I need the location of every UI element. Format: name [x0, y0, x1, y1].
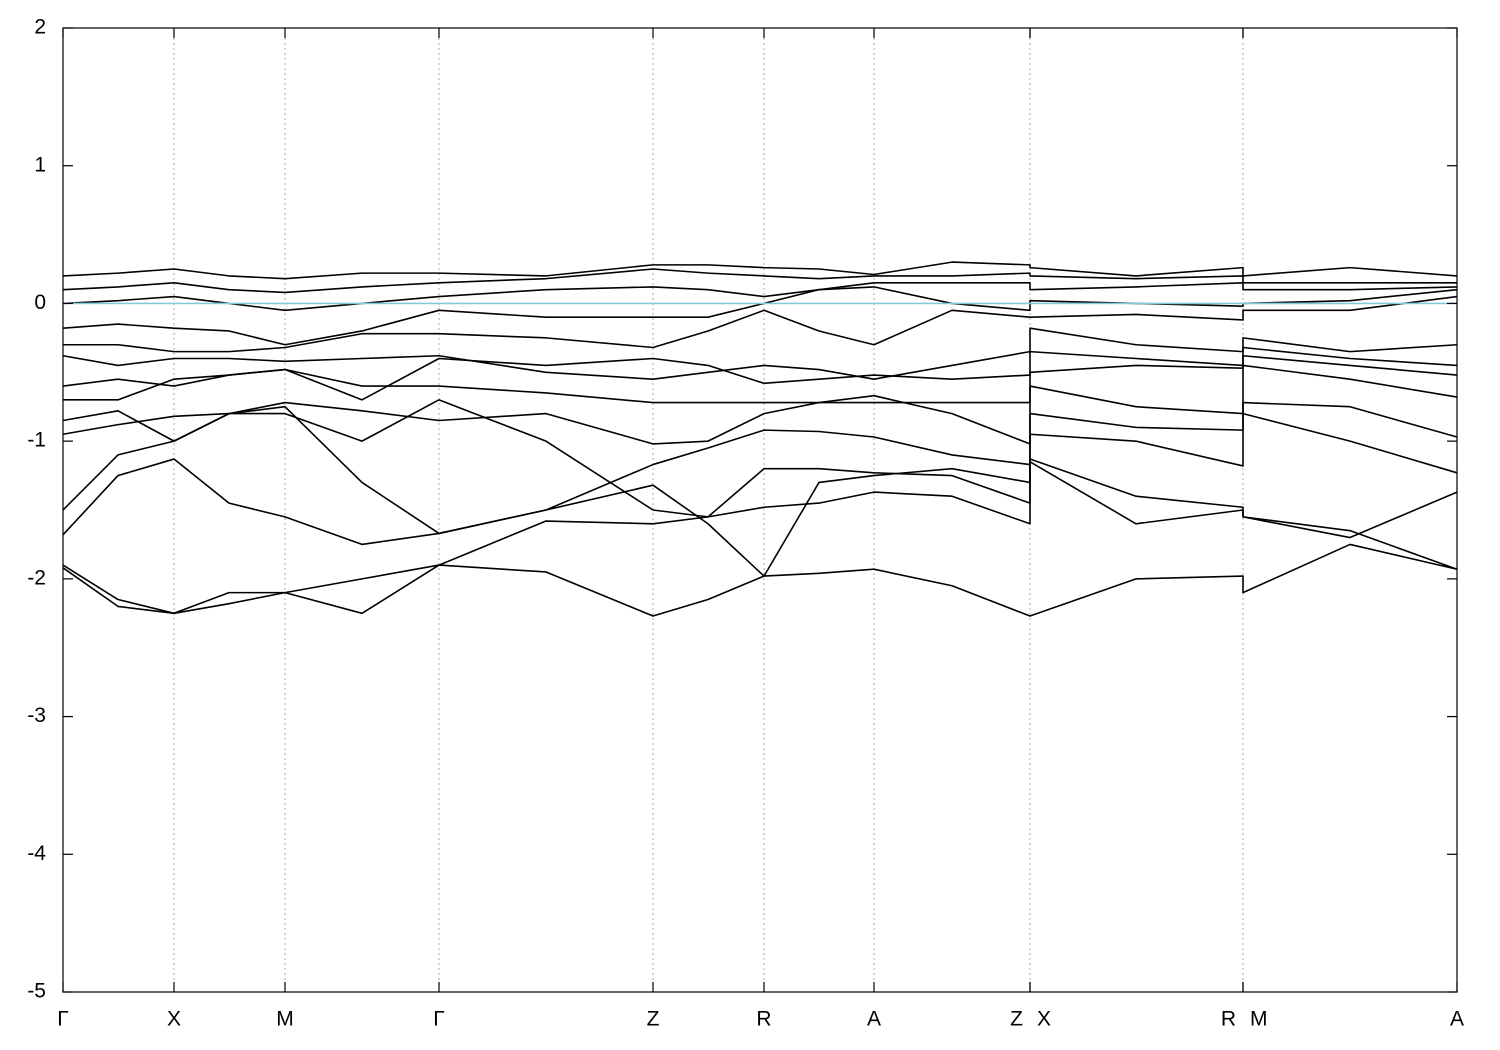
band-line [62, 268, 1457, 294]
band-line [62, 399, 1458, 518]
y-tick-label: 0 [34, 291, 46, 314]
x-tick-label: M [1250, 1008, 1268, 1031]
y-tick-label: -4 [27, 842, 46, 865]
x-tick-label: Z [1010, 1008, 1023, 1031]
y-tick-label: 2 [34, 16, 46, 39]
band-line [62, 543, 1458, 617]
x-tick-label: M [276, 1008, 294, 1031]
x-tick-label: A [1450, 1008, 1464, 1031]
band-line [62, 346, 1458, 401]
x-tick-label: Γ [57, 1008, 69, 1031]
band-line [62, 458, 1458, 615]
x-tick-label: R [1221, 1008, 1236, 1031]
band-line [62, 364, 1458, 445]
band-line [62, 281, 1458, 312]
y-tick-label: 1 [34, 153, 46, 176]
band-line [62, 405, 1458, 577]
band-line [62, 429, 1458, 570]
x-tick-label: R [756, 1008, 771, 1031]
y-tick-label: -1 [27, 429, 46, 452]
band-line [62, 327, 1458, 380]
y-tick-label: -5 [27, 980, 46, 1003]
x-tick-label: X [167, 1008, 181, 1031]
y-tick-label: -2 [27, 566, 46, 589]
x-tick-label: A [867, 1008, 881, 1031]
band-line [62, 261, 1458, 280]
x-tick-label: Γ [433, 1008, 445, 1031]
y-tick-label: -3 [27, 704, 46, 727]
band-line [63, 295, 1458, 353]
band-line [63, 354, 1458, 404]
x-tick-label: Z [647, 1008, 660, 1031]
x-tick-label: X [1037, 1008, 1051, 1031]
plot-frame [62, 27, 1458, 993]
